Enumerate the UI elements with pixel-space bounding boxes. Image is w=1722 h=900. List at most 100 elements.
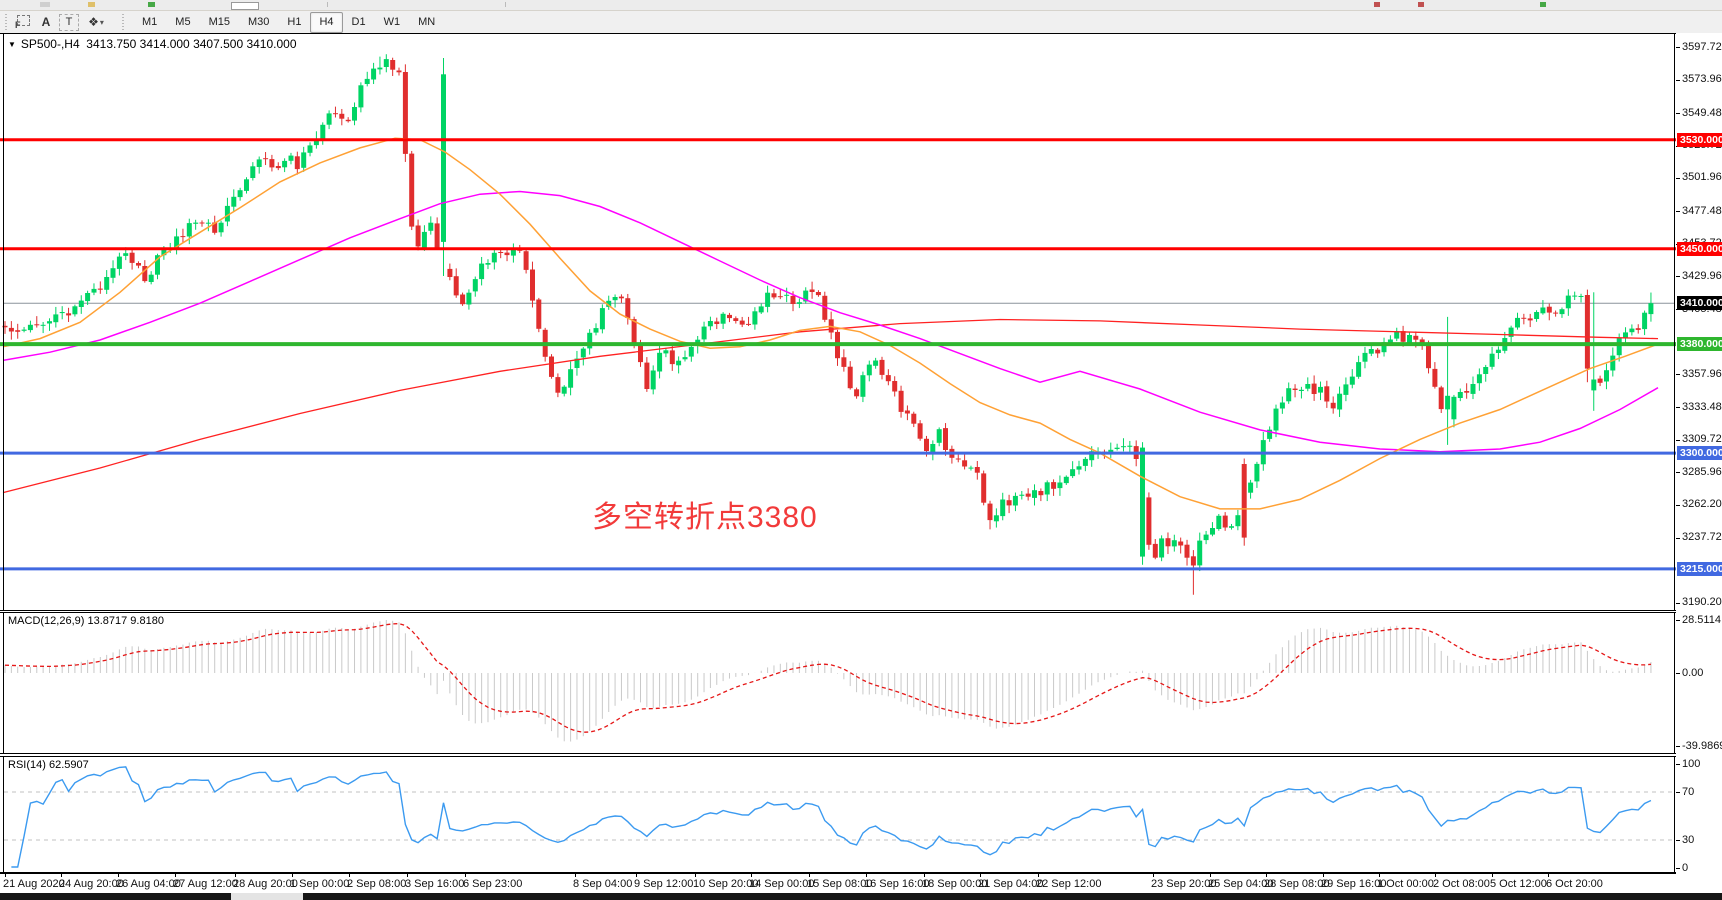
- x-axis-tick: [235, 873, 236, 877]
- y-axis-tick: [1676, 603, 1680, 604]
- x-axis-label: 21 Sep 04:00: [978, 878, 1044, 890]
- x-axis-tick: [61, 873, 62, 877]
- x-axis-label: 2 Sep 08:00: [347, 878, 407, 890]
- timeframe-button-W1[interactable]: W1: [383, 15, 401, 28]
- timeframe-button-H4[interactable]: H4: [310, 11, 343, 33]
- x-axis-label: 1 Oct 00:00: [1377, 878, 1434, 890]
- rsi-axis-label: 70: [1682, 786, 1695, 798]
- x-axis-tick: [1548, 873, 1549, 877]
- x-axis-label: 24 Aug 20:00: [59, 878, 124, 890]
- toolbar: F A T ❖ ▾ M1 M5 M15 M30 H1 H4 D1 W1 MN: [0, 11, 1722, 33]
- y-axis-tick-label: 3333.480: [1682, 401, 1722, 413]
- y-axis-tick-label: 3597.720: [1682, 41, 1722, 53]
- x-axis-tick: [407, 873, 408, 877]
- x-axis-label: 23 Sep 20:00: [1151, 878, 1217, 890]
- x-axis-tick: [636, 873, 637, 877]
- chevron-down-icon: ▼: [8, 40, 16, 49]
- rsi-line: [11, 766, 1652, 868]
- fibonacci-box-glyph: [17, 15, 30, 26]
- x-axis-label: 21 Aug 2020: [3, 878, 65, 890]
- toolbar-grip[interactable]: [120, 14, 127, 30]
- rsi-axis-label: 100: [1682, 758, 1701, 770]
- x-axis-tick: [1492, 873, 1493, 877]
- x-axis-tick: [1435, 873, 1436, 877]
- rsi-axis-label: 0: [1682, 862, 1689, 874]
- y-axis-tick: [1676, 440, 1680, 441]
- annotation-text[interactable]: 多空转折点3380: [592, 501, 818, 534]
- x-axis-label: 16 Sep 16:00: [864, 878, 930, 890]
- macd-axis-tick: [1676, 620, 1680, 621]
- macd-label: MACD(12,26,9) 13.8717 9.8180: [8, 615, 164, 627]
- y-axis-tick: [1676, 178, 1680, 179]
- x-axis-tick: [1379, 873, 1380, 877]
- arrows-tool-icon[interactable]: ❖ ▾: [81, 13, 111, 31]
- timeframe-button-M1[interactable]: M1: [142, 15, 158, 28]
- macd-axis-label: 0.00: [1682, 667, 1704, 679]
- y-axis-tick-label: 3237.720: [1682, 531, 1722, 543]
- x-axis-label: 1 Sep 00:00: [290, 878, 350, 890]
- x-axis-tick: [866, 873, 867, 877]
- x-axis-label: 26 Aug 04:00: [116, 878, 181, 890]
- timeframe-button-H1[interactable]: H1: [287, 15, 302, 28]
- timeframe-button-M15[interactable]: M15: [208, 15, 230, 28]
- y-axis-tick-label: 3309.720: [1682, 433, 1722, 445]
- macd-axis-tick: [1676, 673, 1680, 674]
- x-axis-label: 14 Sep 00:00: [749, 878, 815, 890]
- level-price-badge: 3530.000: [1677, 133, 1722, 147]
- macd-histogram: [4, 620, 1652, 742]
- timeframe-button-M30[interactable]: M30: [247, 15, 270, 28]
- x-axis-label: 15 Sep 08:00: [807, 878, 873, 890]
- macd-indicator-pane[interactable]: [0, 612, 1676, 754]
- toolbar-fragment: [1374, 2, 1380, 7]
- x-axis-tick: [575, 873, 576, 877]
- bottom-bar-segment: [231, 893, 303, 900]
- x-axis-label: 28 Sep 08:00: [1264, 878, 1330, 890]
- text-label-tool-icon[interactable]: T: [59, 13, 79, 31]
- y-axis-tick: [1676, 80, 1680, 81]
- x-axis-label: 27 Aug 12:00: [173, 878, 238, 890]
- chart-symbol-title: ▼ SP500-,H4 3413.750 3414.000 3407.500 34…: [8, 37, 297, 51]
- toolbar-fragment: [148, 2, 155, 7]
- y-axis-tick-label: 3429.960: [1682, 270, 1722, 282]
- y-axis-tick-label: 3573.960: [1682, 73, 1722, 85]
- timeframe-button-M5[interactable]: M5: [175, 15, 191, 28]
- x-axis-label: 10 Sep 20:00: [693, 878, 759, 890]
- x-axis-label: 8 Sep 04:00: [573, 878, 633, 890]
- timeframe-button-D1[interactable]: D1: [351, 15, 366, 28]
- rsi-indicator-pane[interactable]: [0, 756, 1676, 873]
- x-axis-tick: [809, 873, 810, 877]
- x-axis-label: 25 Sep 04:00: [1208, 878, 1274, 890]
- price-chart-pane[interactable]: [0, 33, 1676, 611]
- x-axis-tick: [1210, 873, 1211, 877]
- level-price-badge: 3450.000: [1677, 242, 1722, 256]
- rsi-axis-tick: [1676, 792, 1680, 793]
- x-axis-tick: [465, 873, 466, 877]
- y-axis-tick: [1676, 407, 1680, 408]
- y-axis-tick-label: 3262.200: [1682, 498, 1722, 510]
- x-axis-label: 3 Sep 16:00: [405, 878, 465, 890]
- toolbar-fragment: [1540, 2, 1546, 7]
- y-axis-tick: [1676, 211, 1680, 212]
- y-axis-tick: [1676, 374, 1680, 375]
- level-price-badge: 3215.000: [1677, 562, 1722, 576]
- arrows-glyph: ❖: [88, 15, 99, 29]
- bottom-bar: [0, 893, 1722, 900]
- x-axis-tick: [751, 873, 752, 877]
- y-axis-tick: [1676, 472, 1680, 473]
- toolbar-grip[interactable]: [3, 14, 10, 30]
- rsi-axis-tick: [1676, 764, 1680, 765]
- chevron-down-icon: ▾: [99, 17, 104, 27]
- y-axis-tick-label: 3477.480: [1682, 205, 1722, 217]
- y-axis-tick-label: 3285.960: [1682, 466, 1722, 478]
- timeframe-button-MN[interactable]: MN: [418, 15, 436, 28]
- y-axis-tick: [1676, 538, 1680, 539]
- timeframe-button-group: M1 M5 M15 M30 H1 H4 D1 W1 MN: [133, 11, 444, 33]
- x-axis-label: 9 Sep 12:00: [634, 878, 694, 890]
- toolbar-fragment: [88, 2, 95, 7]
- x-axis-label: 28 Aug 20:00: [233, 878, 298, 890]
- fibonacci-tool-icon[interactable]: F: [11, 13, 33, 31]
- rsi-axis-tick: [1676, 868, 1680, 869]
- x-axis-tick: [349, 873, 350, 877]
- text-tool-icon[interactable]: A: [41, 15, 51, 29]
